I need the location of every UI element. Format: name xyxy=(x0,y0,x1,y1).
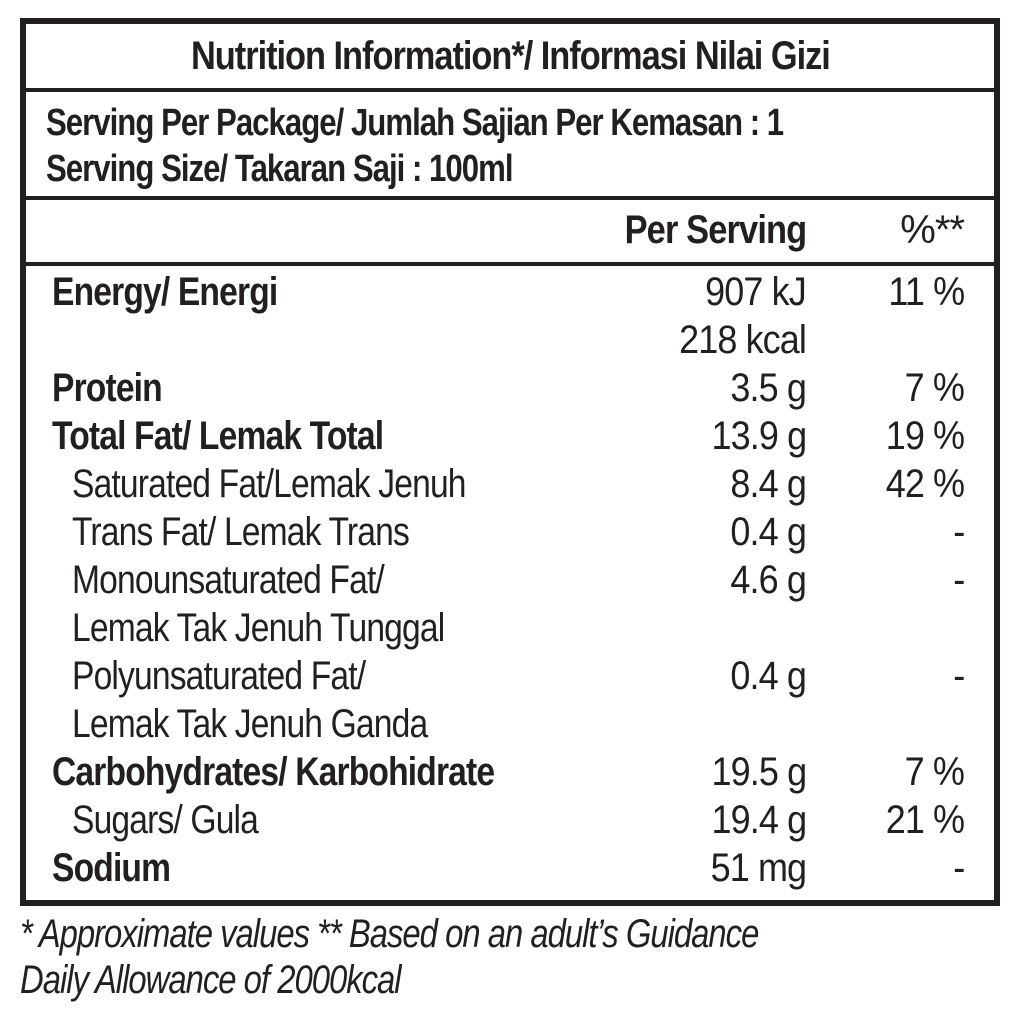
nutrition-label: Nutrition Information*/ Informasi Nilai … xyxy=(20,18,1000,906)
nutrient-value: 0.4 g xyxy=(730,654,806,698)
nutrient-name: Lemak Tak Jenuh Tunggal xyxy=(72,606,445,650)
footnote-line-1: * Approximate values ** Based on an adul… xyxy=(20,912,759,956)
nutrient-row-protein: Protein 3.5 g 7 % xyxy=(26,364,994,412)
nutrient-value: 8.4 g xyxy=(730,462,806,506)
label-title: Nutrition Information*/ Informasi Nilai … xyxy=(190,33,831,78)
nutrient-row-carbohydrates: Carbohydrates/ Karbohidrate 19.5 g 7 % xyxy=(26,748,994,796)
nutrient-name: Lemak Tak Jenuh Ganda xyxy=(72,702,428,746)
nutrient-name: Monounsaturated Fat/ xyxy=(72,558,385,602)
nutrient-value: 0.4 g xyxy=(730,510,806,554)
serving-info: Serving Per Package/ Jumlah Sajian Per K… xyxy=(26,92,994,200)
nutrient-row-total-fat: Total Fat/ Lemak Total 13.9 g 19 % xyxy=(26,412,994,460)
nutrient-percent: - xyxy=(952,558,965,602)
nutrient-row-monounsaturated-fat-cont: Lemak Tak Jenuh Tunggal xyxy=(26,604,994,652)
nutrient-percent: 21 % xyxy=(885,798,965,842)
footnote-line-2: Daily Allowance of 2000kcal xyxy=(20,958,402,1002)
nutrient-percent: - xyxy=(952,654,965,698)
serving-size: Serving Size/ Takaran Saji : 100ml xyxy=(46,148,513,190)
nutrient-value: 19.5 g xyxy=(711,750,807,794)
nutrient-percent: 7 % xyxy=(904,750,965,794)
nutrient-name: Sugars/ Gula xyxy=(72,798,259,842)
percent-header: %** xyxy=(900,208,965,252)
nutrient-row-saturated-fat: Saturated Fat/Lemak Jenuh 8.4 g 42 % xyxy=(26,460,994,508)
nutrient-row-sugars: Sugars/ Gula 19.4 g 21 % xyxy=(26,796,994,844)
nutrient-percent: 11 % xyxy=(888,270,965,314)
nutrient-value: 3.5 g xyxy=(730,366,806,410)
nutrient-name: Saturated Fat/Lemak Jenuh xyxy=(72,462,466,506)
nutrient-name: Carbohydrates/ Karbohidrate xyxy=(52,750,495,794)
nutrient-row-energy: Energy/ Energi 907 kJ 11 % xyxy=(26,268,994,316)
nutrient-percent: 42 % xyxy=(885,462,965,506)
nutrient-percent: 7 % xyxy=(904,366,965,410)
nutrient-name: Total Fat/ Lemak Total xyxy=(52,414,384,458)
nutrient-name: Protein xyxy=(52,366,163,410)
nutrient-percent: 19 % xyxy=(885,414,965,458)
nutrient-value: 218 kcal xyxy=(679,318,807,362)
column-header-row: Per Serving %** xyxy=(26,200,994,266)
per-serving-header: Per Serving xyxy=(624,208,807,252)
nutrient-name: Polyunsaturated Fat/ xyxy=(72,654,366,698)
nutrient-percent: - xyxy=(952,510,965,554)
nutrient-row-trans-fat: Trans Fat/ Lemak Trans 0.4 g - xyxy=(26,508,994,556)
nutrient-name: Trans Fat/ Lemak Trans xyxy=(72,510,410,554)
nutrient-value: 19.4 g xyxy=(711,798,807,842)
nutrient-row-energy-kcal: 218 kcal xyxy=(26,316,994,364)
nutrient-row-polyunsaturated-fat-cont: Lemak Tak Jenuh Ganda xyxy=(26,700,994,748)
nutrient-row-sodium: Sodium 51 mg - xyxy=(26,844,994,892)
nutrient-value: 51 mg xyxy=(710,846,806,890)
nutrient-row-polyunsaturated-fat: Polyunsaturated Fat/ 0.4 g - xyxy=(26,652,994,700)
nutrient-name: Energy/ Energi xyxy=(52,270,278,314)
title-row: Nutrition Information*/ Informasi Nilai … xyxy=(26,24,994,92)
nutrient-value: 4.6 g xyxy=(730,558,806,602)
nutrient-name: Sodium xyxy=(52,846,171,890)
nutrient-row-monounsaturated-fat: Monounsaturated Fat/ 4.6 g - xyxy=(26,556,994,604)
nutrient-percent: - xyxy=(952,846,965,890)
serving-per-package: Serving Per Package/ Jumlah Sajian Per K… xyxy=(46,102,784,144)
nutrient-value: 907 kJ xyxy=(705,270,807,314)
nutrient-value: 13.9 g xyxy=(711,414,807,458)
